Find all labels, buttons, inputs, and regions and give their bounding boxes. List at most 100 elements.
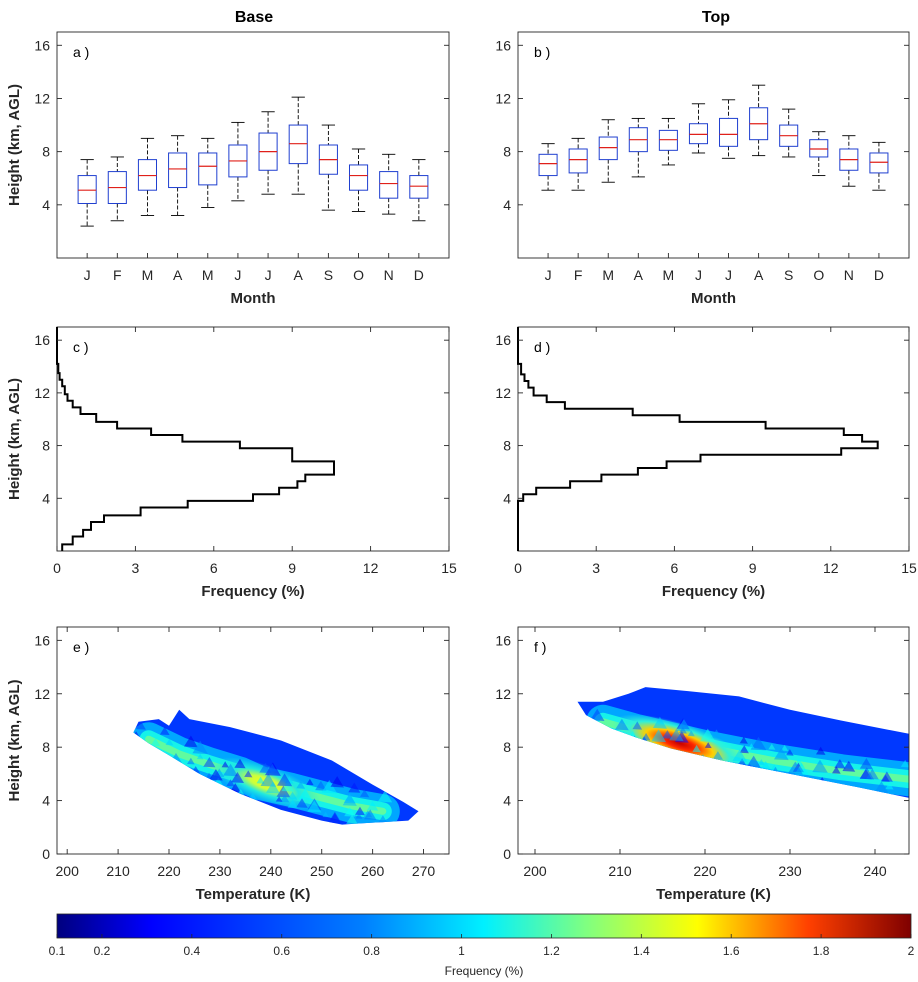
colorbar-tick-label: 0.2 xyxy=(94,944,111,958)
contour-triangle xyxy=(874,781,889,794)
panel-a-box-plot: J F M A M J J A S O N D 4 8 12 16 Height (km, AGL) Month a… xyxy=(6,31,450,307)
colorbar-tick-label: 0.4 xyxy=(183,944,200,958)
contour-triangle xyxy=(133,751,141,758)
x-tick-label-month: F xyxy=(574,267,583,283)
contour-triangle xyxy=(687,730,695,737)
x-tick-label-month: J xyxy=(545,267,552,283)
x-tick-label-month: F xyxy=(113,267,122,283)
colorbar-tick-label: 0.1 xyxy=(49,944,66,958)
x-tick-label: 240 xyxy=(259,863,283,879)
contour-triangle xyxy=(196,753,204,760)
column-title-top: Top xyxy=(702,9,730,26)
x-tick-label: 6 xyxy=(210,560,218,576)
contour-triangle xyxy=(265,781,280,794)
contour-triangle xyxy=(692,744,701,753)
x-tick-label: 9 xyxy=(288,560,296,576)
contour-triangle xyxy=(834,759,846,769)
axes-frame-e xyxy=(56,626,450,855)
panel-label-c: c ) xyxy=(73,339,89,355)
box-A-7 xyxy=(288,124,308,165)
box-O-9 xyxy=(348,164,369,191)
contour-triangle xyxy=(205,772,213,778)
contour-triangle xyxy=(280,794,290,803)
contour-triangle xyxy=(739,736,748,744)
contour-triangle xyxy=(256,776,265,784)
contour-triangle xyxy=(195,777,205,786)
box-A-3 xyxy=(168,152,188,189)
x-tick-label: 270 xyxy=(412,863,436,879)
y-tick-label-f: 16 xyxy=(495,632,511,648)
x-tick-label-month: A xyxy=(634,267,644,283)
contour-triangle xyxy=(774,747,789,761)
y-tick-label-f: 0 xyxy=(503,846,511,862)
contour-triangle xyxy=(755,767,762,774)
box-M-4 xyxy=(658,129,678,151)
contour-triangle xyxy=(911,755,918,767)
contour-triangle xyxy=(226,779,235,787)
box-N-10 xyxy=(379,171,399,199)
colorbar-tick-label: 1.6 xyxy=(723,944,740,958)
y-tick-label-b: 4 xyxy=(503,197,511,213)
contour-triangle xyxy=(281,780,295,792)
contour-triangle xyxy=(652,716,667,729)
contour-triangle xyxy=(209,769,223,781)
x-tick-label-month: N xyxy=(844,267,854,283)
contour-triangle xyxy=(816,746,826,755)
contour-triangle xyxy=(732,749,747,762)
y-tick-label-d: 16 xyxy=(495,332,511,348)
y-tick-label-b: 8 xyxy=(503,144,511,160)
x-tick-label: 15 xyxy=(441,560,457,576)
contour-triangle xyxy=(377,790,393,803)
panel-label-e: e ) xyxy=(73,639,89,655)
contour-triangle xyxy=(842,760,856,772)
contour-triangle xyxy=(346,814,358,825)
colorbar-gradient xyxy=(56,913,912,939)
y-tick-label-e: 4 xyxy=(42,793,50,809)
contour-triangle xyxy=(197,776,205,782)
colorbar: 0.1 0.2 0.4 0.6 0.8 1 1.2 1.4 1.6 1.8 2 Frequency … xyxy=(49,913,915,978)
contour-triangle xyxy=(277,773,293,787)
contour-triangle xyxy=(298,788,312,800)
y-tick-label-d: 12 xyxy=(495,385,511,401)
colorbar-tick-label: 0.6 xyxy=(273,944,290,958)
contour-triangle xyxy=(322,811,329,818)
y-axis-label-a: Height (km, AGL) xyxy=(6,84,23,206)
contour-triangle xyxy=(367,801,379,811)
x-tick-label-month: J xyxy=(265,267,272,283)
colorbar-tick-label: 1.8 xyxy=(813,944,830,958)
x-axis-label-c: Frequency (%) xyxy=(201,583,304,600)
contour-triangle xyxy=(781,744,789,751)
contour-triangle xyxy=(230,783,241,792)
x-tick-label: 250 xyxy=(310,863,334,879)
x-tick-label-month: S xyxy=(784,267,793,283)
contour-triangle xyxy=(590,708,605,721)
contour-triangle xyxy=(704,742,712,749)
x-tick-label: 200 xyxy=(523,863,547,879)
contour-triangle xyxy=(757,759,765,766)
x-tick-label-month: A xyxy=(294,267,304,283)
colorbar-tick-label: 1.4 xyxy=(633,944,650,958)
contour-triangle xyxy=(786,749,794,756)
x-tick-label-month: A xyxy=(754,267,764,283)
box-J-6 xyxy=(719,117,739,147)
y-tick-label-c: 8 xyxy=(42,438,50,454)
x-tick-label: 210 xyxy=(106,863,130,879)
x-tick-label: 200 xyxy=(56,863,80,879)
contour-triangle xyxy=(812,759,828,773)
frequency-profile-line-c xyxy=(56,327,335,551)
x-tick-label: 12 xyxy=(823,560,839,576)
contour-triangle xyxy=(750,736,767,751)
box-J-0 xyxy=(77,175,97,204)
x-tick-label-month: J xyxy=(234,267,241,283)
contour-triangle xyxy=(170,770,180,778)
x-axis-label-e: Temperature (K) xyxy=(196,886,311,903)
contour-triangle xyxy=(355,812,363,819)
contour-triangle xyxy=(192,740,208,755)
x-tick-label-month: D xyxy=(874,267,884,283)
x-tick-label-month: A xyxy=(173,267,183,283)
x-axis-label-b: Month xyxy=(691,290,736,307)
contour-triangle xyxy=(832,766,841,774)
contour-triangle xyxy=(699,728,716,743)
colorbar-label: Frequency (%) xyxy=(445,964,524,978)
